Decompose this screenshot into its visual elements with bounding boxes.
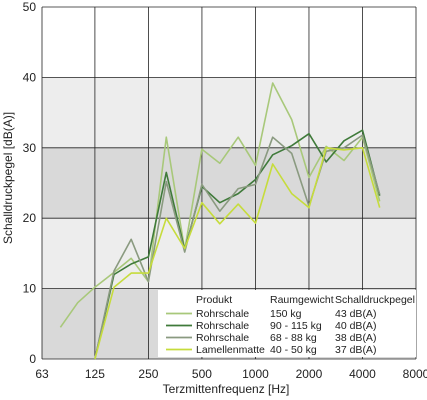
y-tick-label: 40 <box>23 70 37 84</box>
band <box>42 7 416 78</box>
x-tick-label: 250 <box>138 367 158 381</box>
legend-background <box>158 290 416 357</box>
legend-header: Schalldruckpegel <box>335 294 415 306</box>
legend-weight: 150 kg <box>270 308 302 320</box>
legend-weight: 68 - 88 kg <box>270 332 317 344</box>
series-lines <box>59 82 381 360</box>
band <box>42 218 416 289</box>
series-line <box>94 129 381 360</box>
legend-level: 37 dB(A) <box>335 344 376 356</box>
y-tick-label: 50 <box>23 0 37 14</box>
y-tick-label: 10 <box>23 282 37 296</box>
legend-header: Produkt <box>196 294 232 306</box>
legend-header: Raumgewicht <box>270 294 334 306</box>
x-tick-label: 125 <box>85 367 105 381</box>
legend-product: Lamellenmatte <box>196 344 265 356</box>
x-tick-label: 8000 <box>403 367 427 381</box>
x-axis-label: Terzmittenfrequenz [Hz] <box>163 382 290 396</box>
y-tick-label: 0 <box>29 352 36 366</box>
y-axis-label: Schalldruckpegel [dB(A)] <box>1 112 15 244</box>
series-line <box>94 147 381 360</box>
legend-level: 43 dB(A) <box>335 308 376 320</box>
legend-product: Rohrschale <box>196 320 249 332</box>
x-tick-label: 2000 <box>296 367 323 381</box>
legend-weight: 90 - 115 kg <box>270 320 322 332</box>
y-tick-label: 20 <box>23 211 37 225</box>
x-tick-label: 500 <box>192 367 212 381</box>
series-line <box>94 134 381 360</box>
x-tick-label: 63 <box>35 367 49 381</box>
legend-level: 40 dB(A) <box>335 320 376 332</box>
legend-product: Rohrschale <box>196 332 249 344</box>
tick-labels: 63 125 250 500 1000 2000 4000 8000 0 10 20 30 40 50 <box>23 0 427 381</box>
y-tick-label: 30 <box>23 141 37 155</box>
legend-weight: 40 - 50 kg <box>270 344 317 356</box>
x-tick-label: 4000 <box>349 367 376 381</box>
legend-product: Rohrschale <box>196 308 249 320</box>
band <box>42 147 416 219</box>
legend-level: 38 dB(A) <box>335 332 376 344</box>
legend-box <box>158 290 416 357</box>
x-tick-label: 1000 <box>242 367 269 381</box>
legend: Produkt Raumgewicht Schalldruckpegel Rohrsc… <box>166 294 415 356</box>
